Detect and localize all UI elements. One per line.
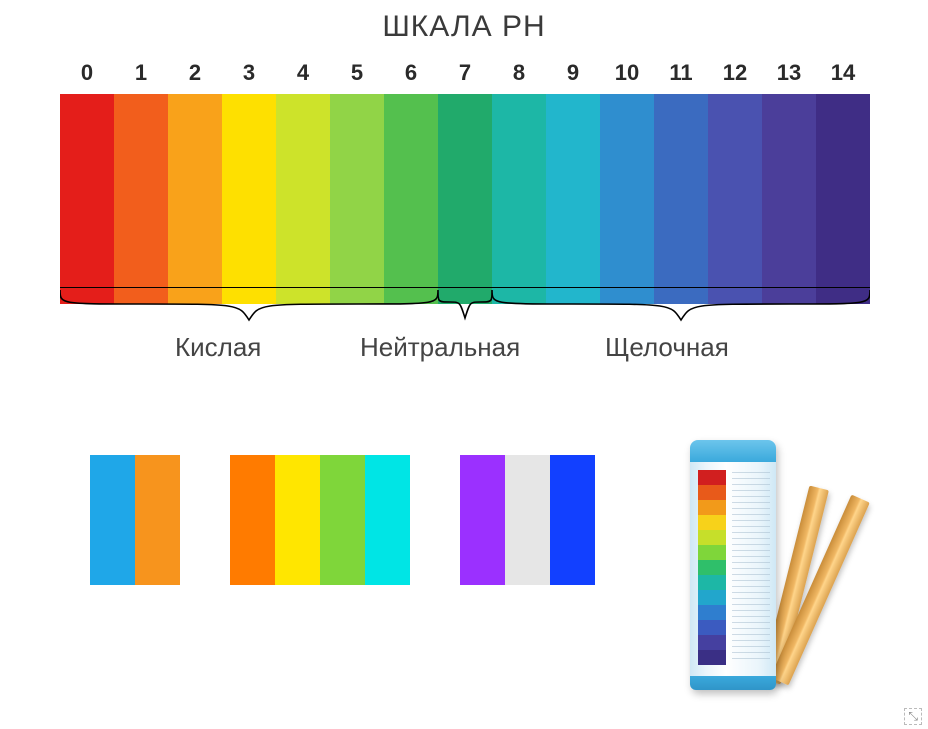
- tube-chart-row: [698, 545, 726, 560]
- brace-alkaline: [492, 290, 870, 330]
- ph-bar: [600, 94, 654, 304]
- ph-label: 11: [654, 60, 708, 86]
- ph-label: 5: [330, 60, 384, 86]
- tube-chart-row: [698, 620, 726, 635]
- ph-bar: [762, 94, 816, 304]
- ph-scale-labels: 01234567891011121314: [60, 60, 870, 86]
- ph-label: 12: [708, 60, 762, 86]
- label-neutral: Нейтральная: [360, 332, 520, 363]
- ph-label: 14: [816, 60, 870, 86]
- swatch-cluster: [460, 455, 595, 585]
- ph-label: 1: [114, 60, 168, 86]
- tube-chart-row: [698, 560, 726, 575]
- strip-tube: [690, 440, 776, 690]
- tube-chart-row: [698, 590, 726, 605]
- ph-scale-bars: [60, 94, 870, 304]
- label-alkaline: Щелочная: [605, 332, 729, 363]
- swatch: [135, 455, 180, 585]
- tube-body: [690, 462, 776, 676]
- brace-neutral: [438, 290, 492, 330]
- ph-bar: [438, 94, 492, 304]
- swatch-cluster: [230, 455, 410, 585]
- tube-chart-row: [698, 470, 726, 485]
- ph-bar: [654, 94, 708, 304]
- ph-label: 7: [438, 60, 492, 86]
- brace-acidic: [60, 290, 438, 330]
- ph-label: 4: [276, 60, 330, 86]
- ph-bar: [114, 94, 168, 304]
- swatch: [460, 455, 505, 585]
- tube-chart-row: [698, 485, 726, 500]
- tube-chart-row: [698, 515, 726, 530]
- tube-chart-row: [698, 650, 726, 665]
- ph-label: 2: [168, 60, 222, 86]
- tube-chart-row: [698, 500, 726, 515]
- ph-strip-product: [690, 440, 890, 720]
- ph-label: 0: [60, 60, 114, 86]
- swatch: [90, 455, 135, 585]
- ph-scale-underline: [60, 287, 870, 288]
- ph-bar: [276, 94, 330, 304]
- ph-label: 6: [384, 60, 438, 86]
- swatch-cluster: [90, 455, 180, 585]
- tube-chart-row: [698, 605, 726, 620]
- swatch: [365, 455, 410, 585]
- ph-bar: [816, 94, 870, 304]
- resize-handle-icon: ⤡: [904, 708, 922, 725]
- tube-label-text: [732, 472, 770, 662]
- ph-bar: [168, 94, 222, 304]
- tube-color-chart: [698, 470, 726, 665]
- tube-chart-row: [698, 530, 726, 545]
- swatch: [320, 455, 365, 585]
- ph-bar: [222, 94, 276, 304]
- tube-chart-row: [698, 575, 726, 590]
- ph-bar: [492, 94, 546, 304]
- ph-label: 10: [600, 60, 654, 86]
- ph-label: 3: [222, 60, 276, 86]
- tube-foot: [690, 676, 776, 690]
- ph-scale: 01234567891011121314: [60, 60, 870, 304]
- ph-bar: [330, 94, 384, 304]
- label-acidic: Кислая: [175, 332, 261, 363]
- ph-label: 8: [492, 60, 546, 86]
- page-title: ШКАЛА PH: [0, 10, 928, 44]
- ph-bar: [384, 94, 438, 304]
- ph-label: 9: [546, 60, 600, 86]
- swatch: [550, 455, 595, 585]
- swatch-groups: [90, 455, 595, 585]
- tube-chart-row: [698, 635, 726, 650]
- ph-bar: [708, 94, 762, 304]
- ph-bar: [546, 94, 600, 304]
- swatch: [505, 455, 550, 585]
- swatch: [275, 455, 320, 585]
- tube-cap: [690, 440, 776, 462]
- ph-label: 13: [762, 60, 816, 86]
- swatch: [230, 455, 275, 585]
- ph-bar: [60, 94, 114, 304]
